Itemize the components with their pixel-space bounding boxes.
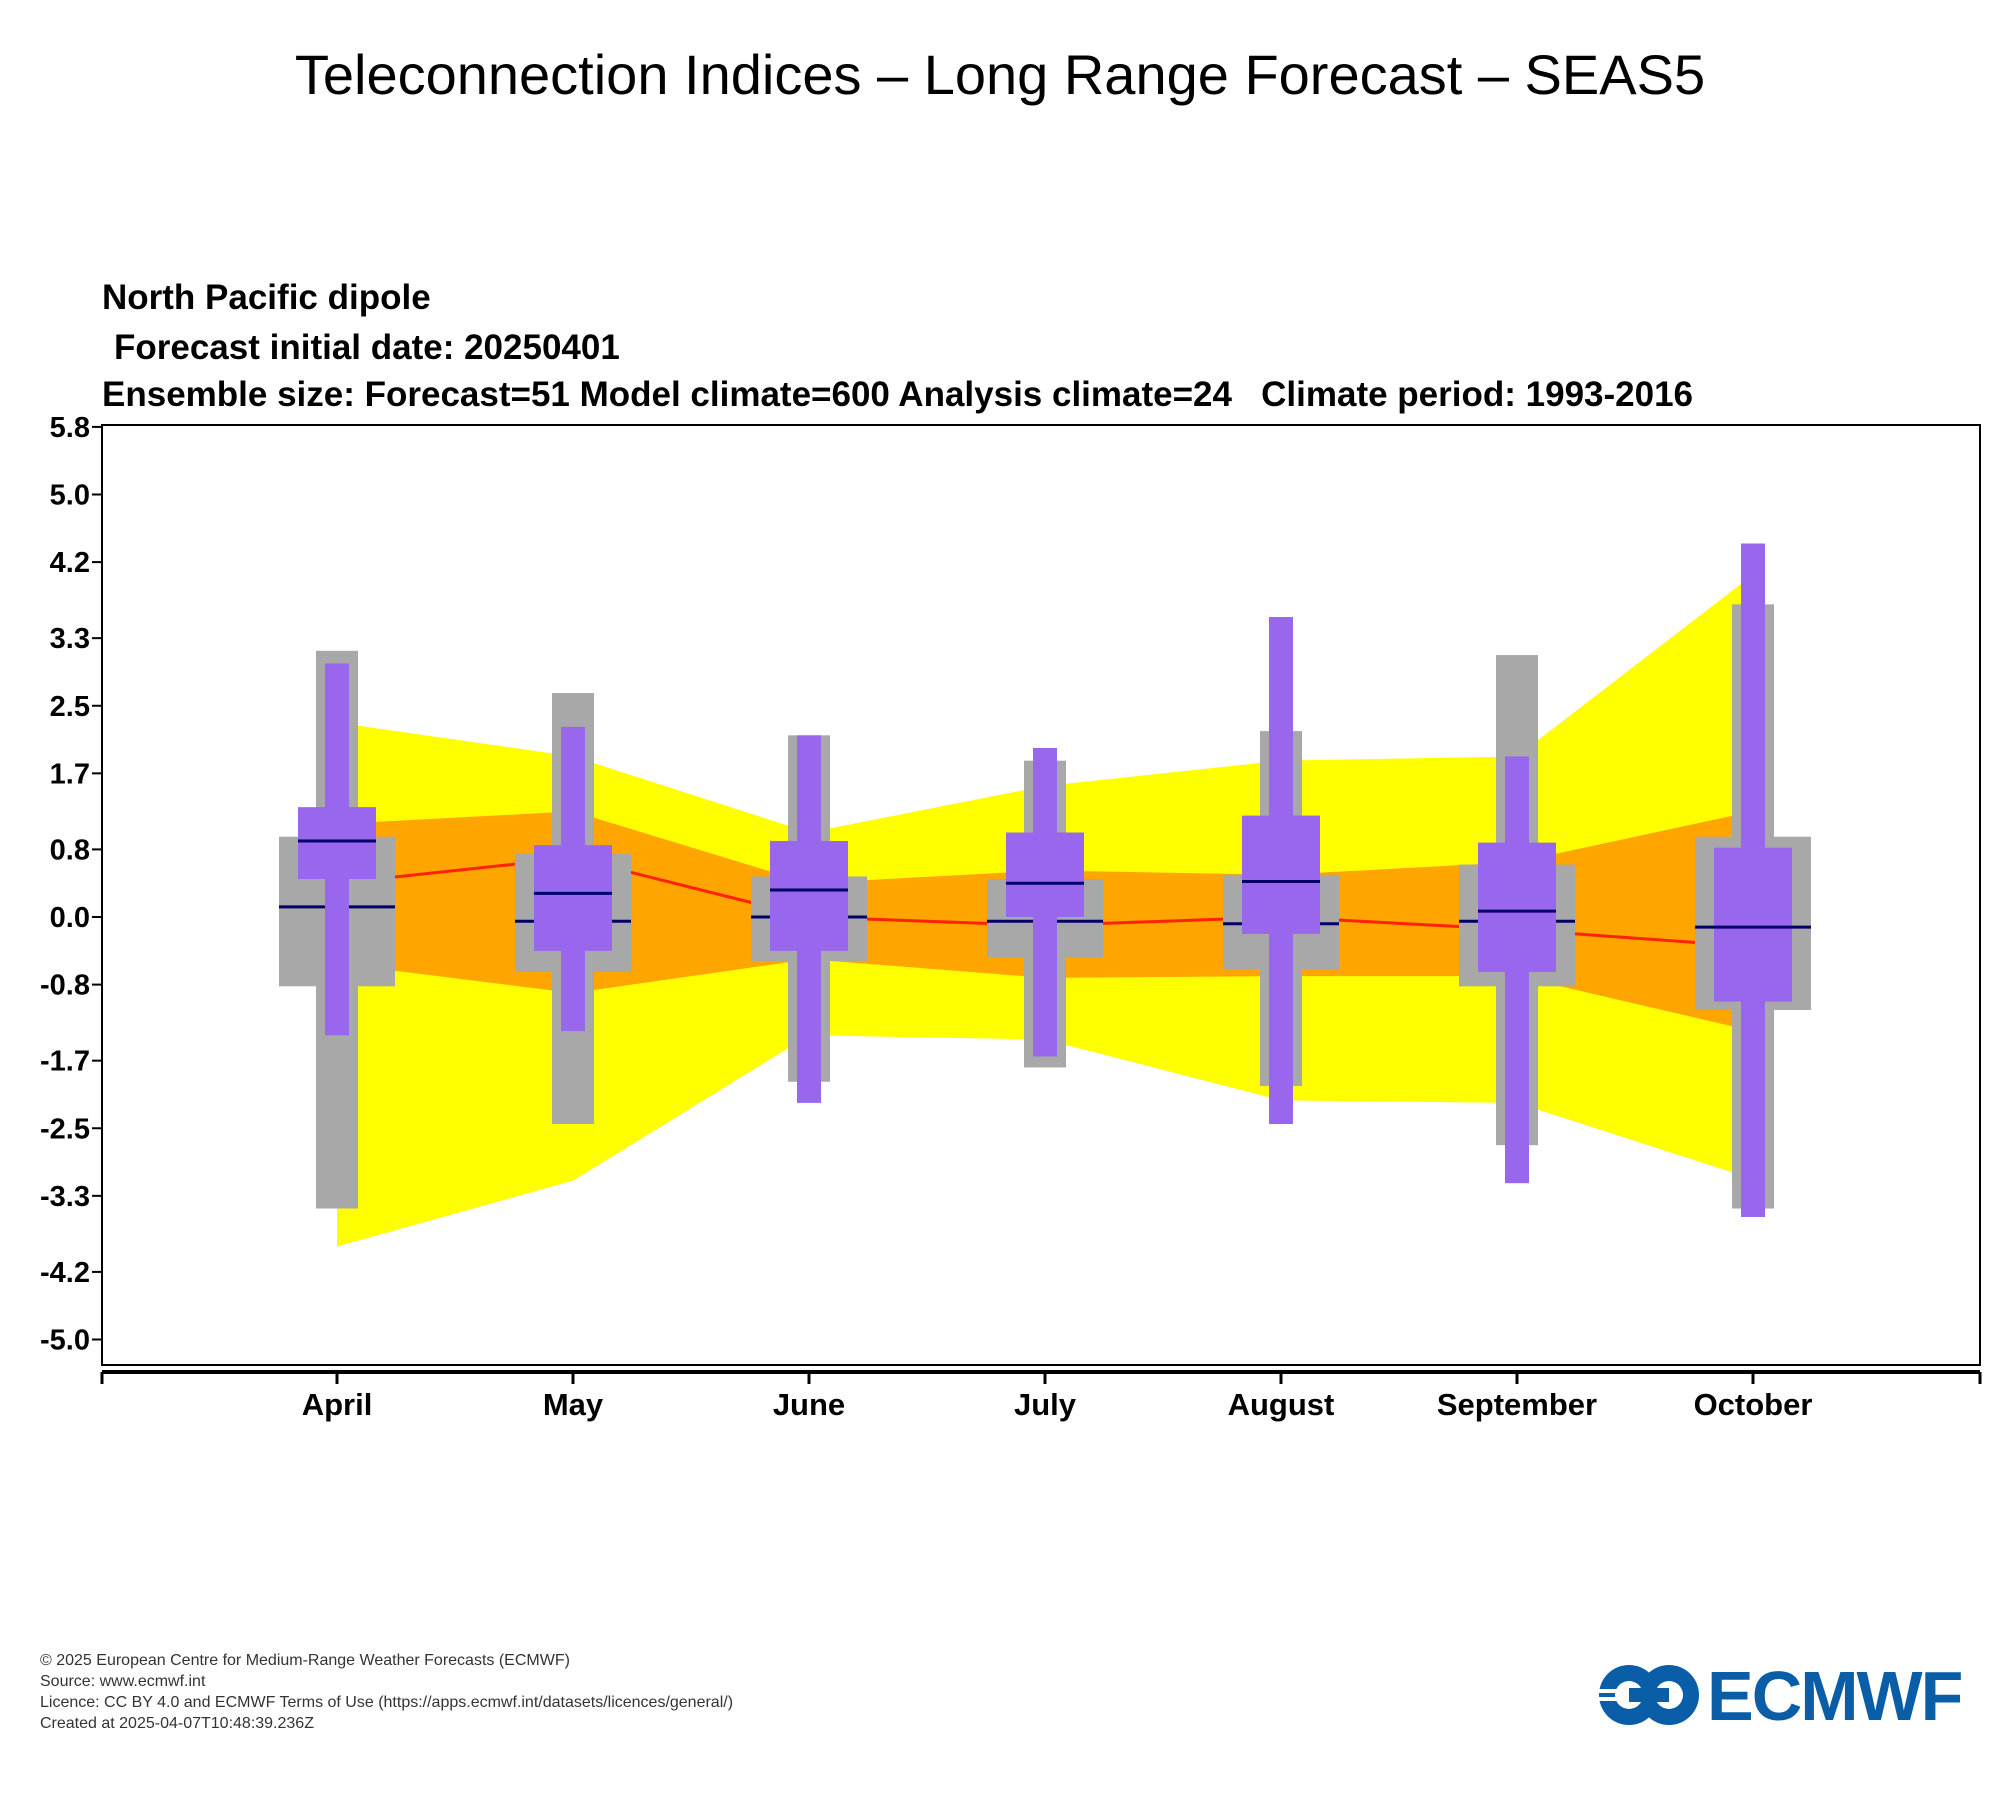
x-tick-label: May [543,1387,604,1422]
y-tick-label: -1.7 [40,1046,90,1078]
y-tick-label: 5.0 [50,480,90,512]
y-tick-label: -4.2 [40,1257,90,1289]
x-tick-label: June [773,1387,845,1422]
y-tick-label: 2.5 [50,691,90,723]
footer-source: Source: www.ecmwf.int [40,1673,206,1690]
y-axis: 5.8 5.0 4.2 3.3 2.5 1.7 0.8 0.0 -0.8 -1.7 -2.5 -3.3… [40,412,102,1357]
ecmwf-logo-text: ECMWF [1707,1657,1962,1735]
y-tick-label: 0.0 [50,902,90,934]
footer-licence: Licence: CC BY 4.0 and ECMWF Terms of Us… [40,1694,734,1711]
footer: © 2025 European Centre for Medium-Range … [40,1650,733,1734]
box-group-august [1223,617,1339,1125]
ecmwf-logo-icon [1595,1665,1699,1725]
y-tick-label: 0.8 [50,834,90,866]
box-group-september [1459,655,1575,1184]
forecast-box [1006,832,1084,917]
x-tick-label: October [1694,1387,1813,1422]
forecast-box [534,845,612,951]
chart-subtitle-ensemble-info: Ensemble size: Forecast=51 Model climate… [102,375,1694,414]
box-group-may [515,693,631,1125]
box-group-june [751,735,867,1103]
x-tick-label: September [1437,1387,1597,1422]
forecast-box [1242,815,1320,934]
page-title: Teleconnection Indices – Long Range Fore… [294,43,1706,106]
ecmwf-logo: ECMWF [1595,1657,1964,1735]
x-axis: April May June July August September October [100,1370,1982,1422]
chart-title: North Pacific dipole [102,278,431,317]
x-tick-label: July [1014,1387,1077,1422]
box-group-october [1695,543,1811,1217]
y-tick-label: 4.2 [50,547,90,579]
x-tick-label: August [1228,1387,1335,1422]
forecast-box [770,840,848,951]
box-plots [279,543,1811,1217]
y-tick-label: -2.5 [40,1113,90,1145]
box-group-april [279,650,395,1209]
y-tick-label: 1.7 [50,758,90,790]
plot-frame [101,424,1981,1366]
y-tick-label: 5.8 [50,412,90,444]
footer-copyright: © 2025 European Centre for Medium-Range … [40,1652,570,1669]
y-tick-label: -5.0 [40,1325,90,1357]
chart-subtitle-initial-date: Forecast initial date: 20250401 [114,328,620,367]
y-tick-label: 3.3 [50,623,90,655]
forecast-box [1714,847,1792,1002]
footer-created: Created at 2025-04-07T10:48:39.236Z [40,1715,314,1732]
box-group-july [987,748,1103,1068]
y-tick-label: -0.8 [40,970,90,1002]
x-tick-label: April [302,1387,373,1422]
forecast-box [1478,842,1556,972]
forecast-box [298,807,376,879]
y-tick-label: -3.3 [40,1181,90,1213]
